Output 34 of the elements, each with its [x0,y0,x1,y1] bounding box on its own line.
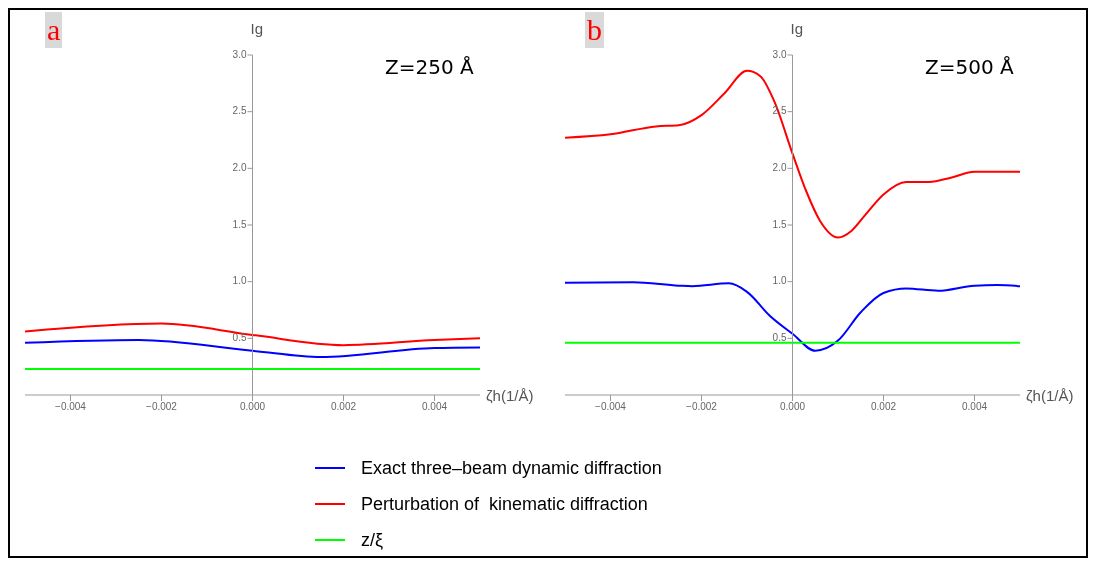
y-tick-label: 1.5 [232,218,247,230]
y-tick-label: 3.0 [772,48,787,60]
y-tick-label: 2.0 [772,161,787,173]
y-axis-title: Ig [790,20,804,37]
x-tick-label: 0.004 [421,401,448,413]
y-tick-label: 1.0 [772,275,787,287]
x-tick-label: 0.004 [961,401,988,413]
x-tick-label: −0.004 [595,401,627,413]
chart-title: b [585,12,604,48]
x-tick-label: −0.004 [55,401,87,413]
line-series [25,339,480,359]
x-tick-label: 0.002 [330,401,357,413]
y-tick-label: 2.5 [232,105,247,117]
x-axis-title: ζh(1/Å) [486,387,534,405]
y-tick-label: 1.5 [772,218,787,230]
legend-label: z/ξ [361,529,384,551]
x-tick-label: −0.002 [146,401,178,413]
x-tick-label: 0.002 [870,401,897,413]
y-tick-label: 0.5 [232,331,247,343]
annotation: Z=250 Å [385,55,474,79]
y-tick-label: 3.0 [232,48,247,60]
legend-label: Exact three‒beam dynamic diffraction [361,457,662,479]
y-axis-title: Ig [250,20,264,37]
y-tick-label: 0.5 [772,331,787,343]
chart-title: a [45,12,63,48]
x-tick-label: 0.000 [779,401,806,413]
x-tick-label: −0.002 [686,401,718,413]
annotation: Z=500 Å [925,55,1014,79]
x-tick-label: 0.000 [239,401,266,413]
y-tick-label: 1.0 [232,275,247,287]
line-series [25,322,480,347]
legend-label: Perturbation of kinematic diffraction [361,493,648,515]
x-axis-title: ζh(1/Å) [1026,387,1074,405]
y-tick-label: 2.0 [232,161,247,173]
